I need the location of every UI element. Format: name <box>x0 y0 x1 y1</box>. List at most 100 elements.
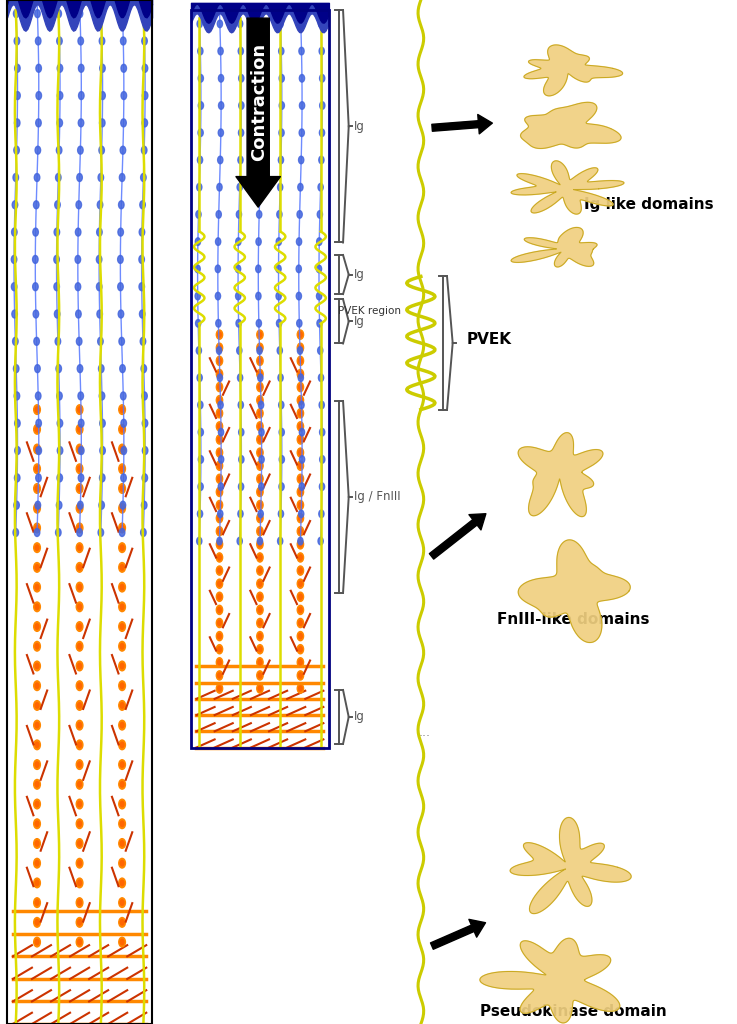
Circle shape <box>35 407 39 413</box>
Circle shape <box>217 594 221 599</box>
Circle shape <box>237 20 242 28</box>
Circle shape <box>238 157 243 164</box>
Circle shape <box>15 446 20 455</box>
Circle shape <box>11 283 17 291</box>
Circle shape <box>217 542 221 547</box>
Circle shape <box>120 841 124 846</box>
Circle shape <box>279 456 284 463</box>
Circle shape <box>118 283 123 291</box>
Circle shape <box>198 75 203 82</box>
Circle shape <box>218 483 223 490</box>
Circle shape <box>76 681 83 690</box>
Circle shape <box>35 585 39 590</box>
Circle shape <box>256 580 263 588</box>
Circle shape <box>119 898 125 907</box>
Circle shape <box>215 292 220 300</box>
Circle shape <box>120 762 124 767</box>
Circle shape <box>256 566 263 575</box>
Circle shape <box>120 604 124 609</box>
Circle shape <box>279 510 284 518</box>
Circle shape <box>141 528 146 537</box>
Circle shape <box>57 65 63 73</box>
Circle shape <box>258 372 262 377</box>
Circle shape <box>297 657 304 667</box>
Circle shape <box>34 799 41 809</box>
Circle shape <box>35 841 39 846</box>
Circle shape <box>139 310 145 318</box>
Circle shape <box>118 228 123 237</box>
Circle shape <box>120 900 124 905</box>
Circle shape <box>256 671 263 680</box>
Circle shape <box>35 545 39 550</box>
Text: Ig / FnIII: Ig / FnIII <box>354 490 401 504</box>
Circle shape <box>77 365 83 373</box>
Circle shape <box>119 504 125 513</box>
Circle shape <box>34 898 41 907</box>
Circle shape <box>320 428 325 436</box>
Circle shape <box>217 553 223 562</box>
Circle shape <box>217 581 221 587</box>
Circle shape <box>120 485 124 492</box>
Circle shape <box>276 265 281 272</box>
Circle shape <box>256 370 263 379</box>
Circle shape <box>278 538 283 545</box>
Circle shape <box>297 461 304 470</box>
Circle shape <box>75 283 81 291</box>
Circle shape <box>76 504 83 513</box>
Circle shape <box>119 760 125 769</box>
Circle shape <box>118 310 124 318</box>
Circle shape <box>238 510 243 518</box>
Circle shape <box>76 444 83 454</box>
Circle shape <box>13 173 18 181</box>
Circle shape <box>99 65 105 73</box>
Circle shape <box>34 720 41 730</box>
Circle shape <box>256 319 262 327</box>
Circle shape <box>256 540 263 549</box>
Circle shape <box>35 881 39 886</box>
Circle shape <box>12 228 17 237</box>
Circle shape <box>119 662 125 671</box>
Circle shape <box>139 283 144 291</box>
Circle shape <box>77 501 83 509</box>
Circle shape <box>34 700 41 711</box>
Circle shape <box>14 392 20 400</box>
Circle shape <box>140 337 146 345</box>
Circle shape <box>279 47 284 55</box>
Circle shape <box>217 411 221 416</box>
Circle shape <box>258 476 262 481</box>
Circle shape <box>14 37 20 45</box>
Circle shape <box>76 310 81 318</box>
Circle shape <box>119 543 125 553</box>
Circle shape <box>35 939 39 945</box>
Circle shape <box>217 526 223 536</box>
Circle shape <box>32 255 38 263</box>
Circle shape <box>217 592 223 601</box>
Circle shape <box>55 310 60 318</box>
Circle shape <box>217 463 221 468</box>
Circle shape <box>198 101 203 110</box>
Circle shape <box>277 347 282 354</box>
Circle shape <box>258 20 263 28</box>
Circle shape <box>15 65 20 73</box>
Circle shape <box>256 238 261 246</box>
Circle shape <box>297 514 304 522</box>
Circle shape <box>77 702 82 709</box>
Circle shape <box>258 450 262 456</box>
Circle shape <box>217 343 223 352</box>
Circle shape <box>236 238 241 246</box>
Circle shape <box>119 337 125 345</box>
Circle shape <box>238 47 243 55</box>
Circle shape <box>217 686 221 691</box>
Circle shape <box>77 466 82 471</box>
Circle shape <box>77 407 82 413</box>
Circle shape <box>120 407 124 413</box>
Circle shape <box>279 483 284 490</box>
Circle shape <box>318 347 323 354</box>
Circle shape <box>237 374 242 382</box>
Circle shape <box>217 566 223 575</box>
Circle shape <box>297 343 304 352</box>
Circle shape <box>298 476 302 481</box>
Circle shape <box>32 283 38 291</box>
Circle shape <box>140 201 145 209</box>
Circle shape <box>258 332 262 337</box>
